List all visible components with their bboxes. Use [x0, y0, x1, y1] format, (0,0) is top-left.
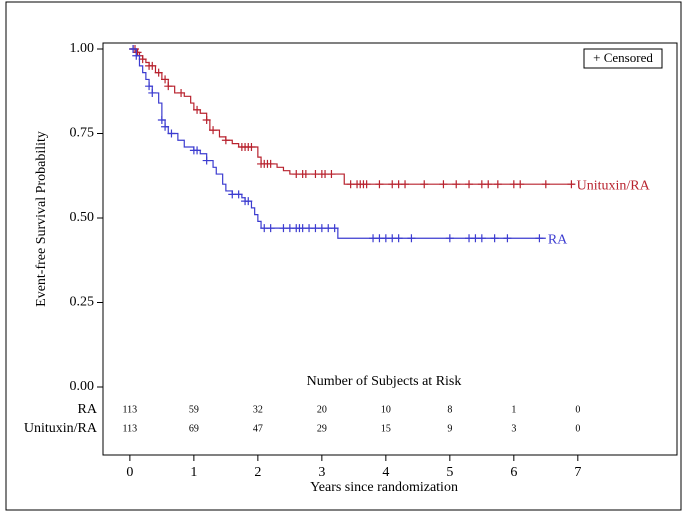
censor-mark: [420, 180, 429, 189]
y-tick-label: 0.00: [70, 379, 95, 394]
censor-mark: [490, 234, 499, 243]
censor-mark: [445, 234, 454, 243]
censor-mark: [177, 88, 186, 97]
legend-label: + Censored: [593, 50, 653, 65]
series-label: Unituxin/RA: [577, 178, 651, 193]
x-axis-title: Years since randomization: [310, 480, 458, 495]
at-risk-count: 8: [447, 404, 452, 415]
censor-mark: [133, 48, 142, 57]
censor-mark: [362, 180, 371, 189]
censor-mark: [148, 61, 157, 70]
censor-mark: [129, 45, 138, 53]
censor-mark: [493, 180, 502, 189]
censor-mark: [301, 170, 310, 179]
y-tick-label: 1.00: [70, 41, 95, 56]
outer-frame: [5, 1, 682, 511]
plot-frame: [102, 42, 678, 456]
censor-mark: [401, 180, 410, 189]
censor-mark: [535, 234, 544, 243]
censor-mark: [516, 180, 525, 189]
censor-mark: [327, 170, 336, 179]
y-axis-title: Event-free Survival Probability: [34, 131, 49, 307]
at-risk-count: 15: [381, 423, 391, 434]
censor-mark: [244, 197, 253, 206]
x-tick-label: 6: [510, 465, 517, 480]
at-risk-count: 59: [189, 404, 199, 415]
series-label: RA: [548, 232, 568, 247]
at-risk-count: 29: [317, 423, 327, 434]
at-risk-count: 9: [447, 423, 452, 434]
at-risk-count: 113: [123, 404, 138, 415]
censor-mark: [477, 234, 486, 243]
censor-mark: [394, 234, 403, 243]
censor-mark: [193, 105, 202, 114]
censor-mark: [439, 180, 448, 189]
censor-mark: [266, 159, 275, 168]
censor-mark: [541, 180, 550, 189]
censor-mark: [465, 180, 474, 189]
censor-mark: [452, 180, 461, 189]
censor-mark: [221, 136, 230, 145]
censor-mark: [503, 234, 512, 243]
x-tick-label: 1: [190, 465, 197, 480]
censor-mark: [202, 156, 211, 165]
censor-mark: [145, 82, 154, 91]
censor-mark: [407, 234, 416, 243]
x-tick-label: 0: [126, 465, 133, 480]
censor-mark: [266, 224, 275, 233]
at-risk-count: 1: [511, 404, 516, 415]
censor-mark: [148, 88, 157, 97]
censor-mark: [330, 224, 339, 233]
censor-mark: [247, 143, 256, 152]
at-risk-count: 32: [253, 404, 263, 415]
censor-mark: [209, 126, 218, 135]
x-tick-label: 7: [574, 465, 581, 480]
at-risk-count: 0: [575, 423, 580, 434]
censor-mark: [157, 115, 166, 124]
at-risk-count: 3: [511, 423, 516, 434]
at-risk-count: 113: [123, 423, 138, 434]
survival-curve: [129, 48, 575, 185]
censor-mark: [202, 115, 211, 124]
censor-mark: [154, 68, 163, 77]
survival-curve: [129, 48, 546, 239]
y-tick-label: 0.50: [70, 210, 95, 225]
at-risk-count: 20: [317, 404, 327, 415]
y-tick-label: 0.75: [70, 126, 95, 141]
censor-mark: [132, 51, 141, 60]
legend-box: [583, 48, 663, 69]
at-risk-row-label: Unituxin/RA: [24, 421, 98, 436]
at-risk-count: 0: [575, 404, 580, 415]
at-risk-title: Number of Subjects at Risk: [307, 374, 462, 389]
at-risk-count: 10: [381, 404, 391, 415]
x-tick-label: 2: [254, 465, 261, 480]
censor-mark: [234, 190, 243, 199]
censor-mark: [161, 122, 170, 131]
censor-mark: [375, 180, 384, 189]
at-risk-count: 47: [253, 423, 263, 434]
censor-mark: [164, 82, 173, 91]
censor-mark: [167, 129, 176, 138]
censor-mark: [484, 180, 493, 189]
x-tick-label: 3: [318, 465, 325, 480]
x-tick-label: 4: [382, 465, 389, 480]
at-risk-count: 69: [189, 423, 199, 434]
censor-mark: [567, 180, 576, 189]
at-risk-row-label: RA: [78, 402, 98, 417]
censor-mark: [161, 75, 170, 84]
y-tick-label: 0.25: [70, 295, 95, 310]
x-tick-label: 5: [446, 465, 453, 480]
censor-mark: [193, 146, 202, 155]
